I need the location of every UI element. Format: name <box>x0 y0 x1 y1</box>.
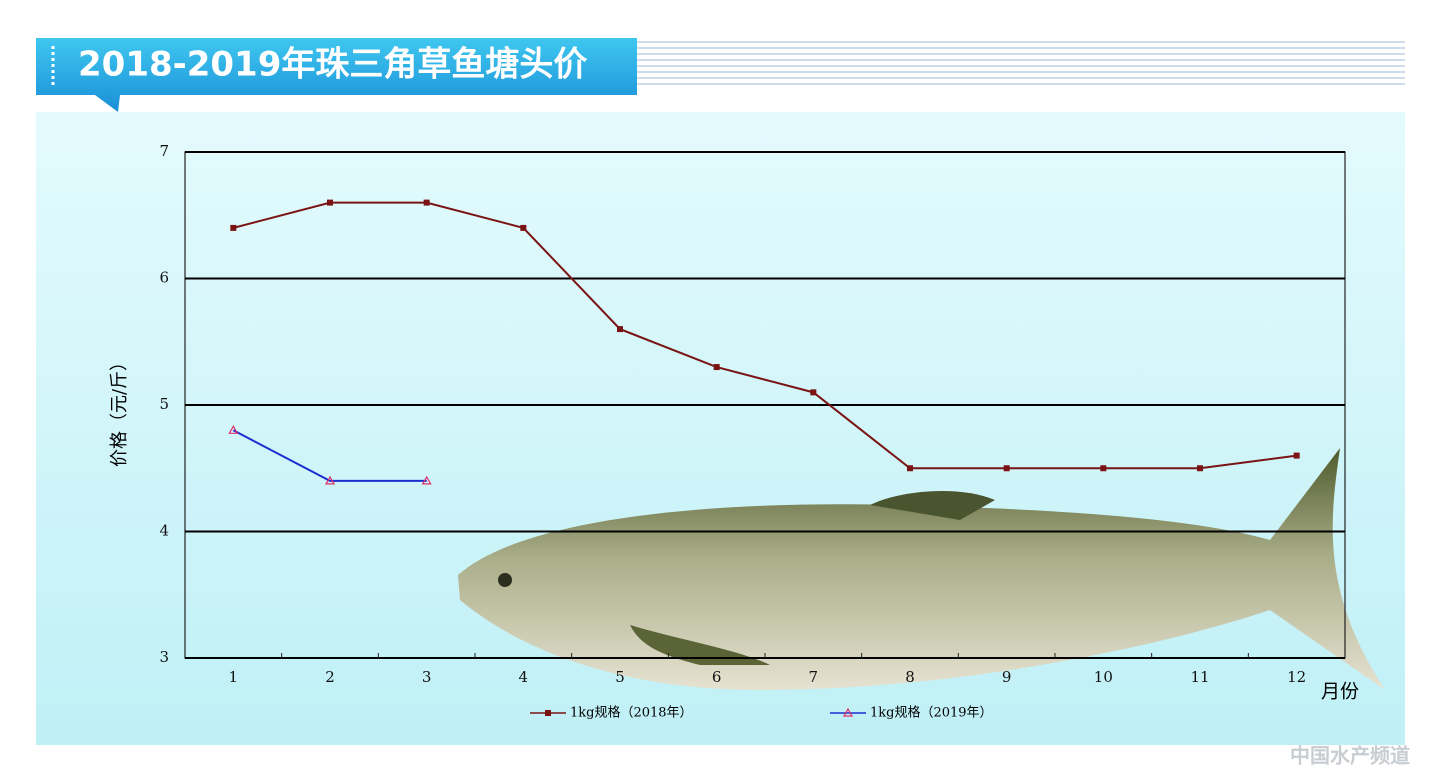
legend-marker <box>842 707 854 717</box>
legend-label: 1kg规格（2018年） <box>570 705 693 721</box>
point <box>713 364 720 371</box>
point <box>423 199 430 206</box>
y-tick-label: 7 <box>159 142 169 160</box>
point <box>907 465 913 472</box>
legend-marker <box>545 710 551 716</box>
title-stripes <box>637 41 1405 85</box>
x-tick-label: 3 <box>422 668 432 686</box>
point <box>810 389 817 396</box>
y-tick-label: 6 <box>159 269 169 287</box>
x-tick-label: 5 <box>615 668 625 686</box>
x-tick-label: 10 <box>1094 668 1113 686</box>
series-line <box>233 201 1297 470</box>
x-tick-label: 2 <box>325 668 335 686</box>
chart-title: 2018-2019年珠三角草鱼塘头价 <box>78 45 587 85</box>
point <box>1100 465 1107 472</box>
point <box>228 425 239 434</box>
x-axis-label: 月份 <box>1321 681 1359 703</box>
point <box>1003 465 1010 472</box>
x-tick-label: 8 <box>905 668 915 686</box>
y-axis-label: 价格（元/斤） <box>109 353 130 467</box>
point <box>230 224 237 231</box>
point <box>617 326 623 333</box>
point <box>421 475 432 485</box>
x-tick-label: 6 <box>712 668 722 686</box>
x-tick-label: 1 <box>229 668 239 686</box>
y-tick-label: 3 <box>159 648 169 666</box>
y-tick-label: 5 <box>159 395 169 413</box>
point <box>324 475 336 485</box>
title-banner <box>36 38 637 112</box>
point <box>327 199 333 206</box>
fish <box>458 448 1385 690</box>
point <box>520 224 527 231</box>
legend-label: 1kg规格（2019年） <box>870 705 993 721</box>
watermark: 中国水产频道 <box>1290 744 1410 768</box>
y-tick-label: 4 <box>159 522 169 540</box>
x-tick-label: 4 <box>519 668 529 686</box>
x-tick-label: 12 <box>1287 668 1306 686</box>
point <box>1293 452 1300 459</box>
x-tick-label: 11 <box>1190 668 1209 686</box>
x-tick-label: 7 <box>809 668 819 686</box>
point <box>1197 465 1203 472</box>
x-tick-label: 9 <box>1002 668 1012 686</box>
series-line <box>232 429 427 482</box>
